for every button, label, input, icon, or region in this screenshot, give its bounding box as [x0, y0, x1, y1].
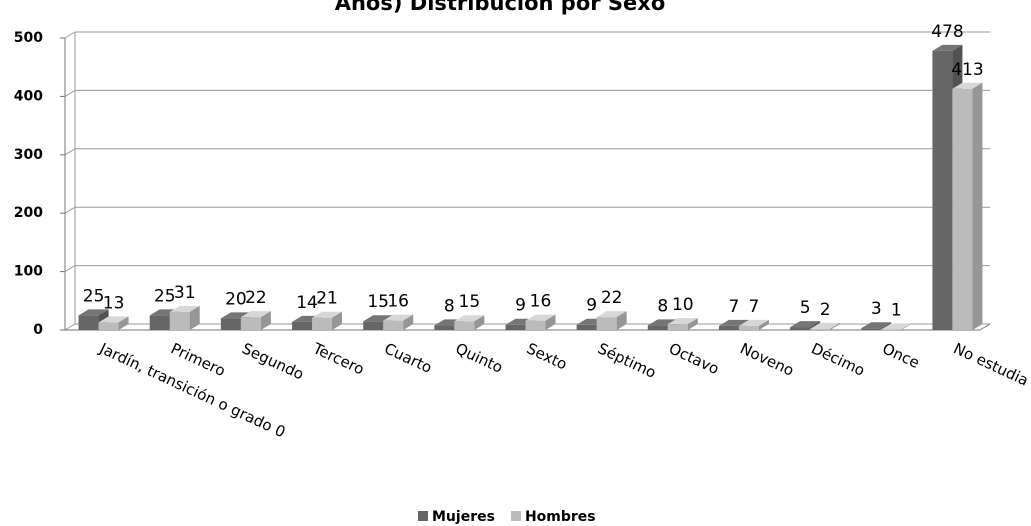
data-label: 15	[367, 292, 389, 312]
data-label: 2	[820, 300, 831, 320]
bar	[505, 324, 526, 330]
bar	[667, 324, 688, 330]
data-label: 22	[601, 288, 623, 308]
x-tick-label: Cuarto	[382, 339, 435, 377]
bar	[169, 311, 190, 330]
bar-side	[901, 323, 912, 330]
data-label: 20	[225, 289, 247, 309]
bar	[98, 322, 119, 330]
legend-swatch	[510, 511, 521, 521]
data-label: 13	[103, 293, 125, 313]
bar-side	[758, 319, 769, 330]
data-label: 15	[459, 292, 481, 312]
grid-line	[64, 265, 76, 273]
bar	[149, 315, 170, 330]
data-label: 5	[800, 298, 811, 318]
chart-title: Años) Distribución por Sexo	[335, 0, 666, 15]
x-tick-label: Décimo	[808, 339, 867, 379]
data-label: 1	[891, 300, 902, 320]
bar	[718, 325, 739, 330]
bar	[292, 321, 313, 330]
bar	[383, 320, 404, 330]
bar	[576, 324, 597, 330]
bar	[647, 325, 668, 330]
floor-edge	[979, 323, 991, 331]
data-label: 10	[672, 295, 694, 315]
data-label: 25	[154, 286, 176, 306]
bar	[790, 327, 811, 330]
bar-side	[403, 314, 414, 330]
bar-side	[260, 311, 271, 330]
bar-side	[118, 316, 129, 330]
bar-side	[972, 82, 983, 330]
bar	[434, 325, 455, 330]
bar	[240, 317, 261, 330]
legend-swatch	[418, 511, 428, 521]
data-label: 7	[749, 297, 760, 317]
y-tick-label: 0	[33, 322, 43, 338]
data-label: 7	[729, 297, 740, 317]
bar	[932, 50, 953, 331]
data-label: 31	[174, 283, 196, 303]
data-label: 9	[515, 296, 526, 316]
grid-line	[64, 31, 76, 39]
x-tick-label: Once	[880, 339, 923, 372]
bar-side	[332, 311, 343, 330]
bar	[881, 329, 902, 330]
y-tick-label: 100	[14, 264, 43, 280]
data-label: 16	[387, 292, 409, 312]
x-tick-label: Quinto	[453, 339, 506, 376]
bar-side	[474, 315, 485, 330]
bar	[861, 328, 882, 330]
x-tick-label: Octavo	[666, 339, 722, 378]
grid-line	[64, 89, 76, 97]
data-label: 8	[657, 296, 668, 316]
data-label: 413	[951, 60, 983, 80]
grid-line	[64, 206, 76, 214]
bar	[810, 328, 831, 330]
bar	[596, 317, 617, 330]
bar	[525, 320, 546, 330]
x-tick-label: No estudia	[951, 339, 1031, 389]
bar	[78, 315, 99, 330]
data-label: 3	[871, 299, 882, 319]
bar-side	[189, 305, 200, 330]
x-tick-label: Séptimo	[595, 339, 659, 382]
y-tick-label: 400	[14, 88, 43, 104]
x-tick-label: Sexto	[524, 339, 570, 373]
y-tick-label: 500	[14, 30, 43, 46]
x-tick-label: Tercero	[309, 339, 367, 379]
legend-label: Mujeres	[432, 509, 495, 525]
bar	[312, 317, 333, 330]
bar	[454, 321, 475, 330]
bar-side	[616, 311, 627, 330]
x-tick-label: Noveno	[737, 339, 796, 379]
legend-label: Hombres	[525, 509, 596, 525]
bar-side	[545, 314, 556, 330]
x-tick-label: Segundo	[239, 339, 306, 383]
data-label: 8	[444, 296, 455, 316]
bar-side	[687, 318, 698, 330]
grid-line	[64, 148, 76, 156]
data-label: 22	[245, 288, 267, 308]
bar	[738, 325, 759, 330]
y-tick-label: 200	[14, 205, 43, 221]
y-tick-label: 300	[14, 147, 43, 163]
bar	[363, 321, 384, 330]
bar	[952, 88, 973, 330]
data-label: 16	[530, 292, 552, 312]
bar	[220, 318, 241, 330]
data-label: 9	[586, 296, 597, 316]
bar-side	[830, 322, 841, 330]
data-label: 21	[316, 289, 338, 309]
data-label: 478	[931, 22, 963, 42]
grid-line	[64, 323, 76, 331]
data-label: 14	[296, 293, 318, 313]
data-label: 25	[83, 286, 105, 306]
